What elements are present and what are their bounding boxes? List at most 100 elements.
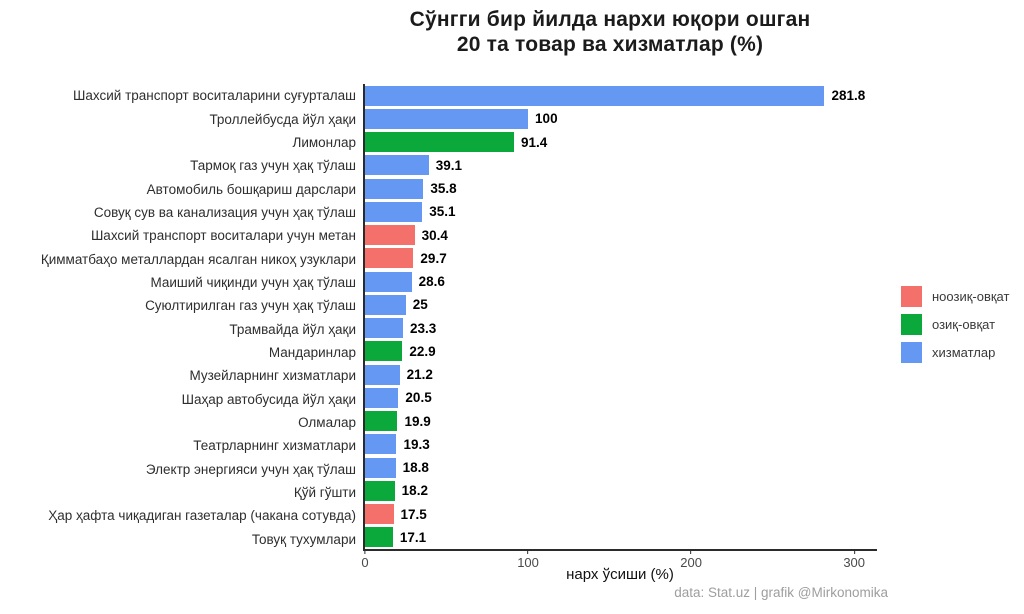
- bar-value-label: 35.1: [429, 204, 456, 220]
- x-tick-label: 300: [843, 555, 866, 570]
- bar: [365, 271, 412, 292]
- x-tick: 300: [843, 551, 865, 570]
- bar-row: 19.3: [365, 433, 877, 456]
- bar-row: 21.2: [365, 363, 877, 386]
- bar: [365, 527, 393, 548]
- bar: [365, 248, 414, 269]
- bar-row: 25: [365, 293, 877, 316]
- bar-row: 30.4: [365, 224, 877, 247]
- category-label: Ҳар ҳафта чиқадиган газеталар (чакана со…: [48, 508, 356, 524]
- bar-row: 35.8: [365, 177, 877, 200]
- x-axis-title: нарх ўсиши (%): [566, 566, 674, 583]
- category-label: Автомобиль бошқариш дарслари: [146, 181, 356, 197]
- bar: [365, 294, 406, 315]
- bar-value-label: 23.3: [409, 320, 437, 336]
- plot-area: 281.8 100 91.4 39.1 35.8 35.1 30.4 29.7 28.6 25 23…: [363, 84, 877, 551]
- legend: ноозиқ-овқат озиқ-овқат хизматлар: [901, 286, 1009, 363]
- y-axis-category-labels: Шахсий транспорт воситаларини суғурталаш…: [0, 84, 363, 551]
- bar: [365, 132, 515, 153]
- bar-value-label: 17.1: [399, 529, 427, 545]
- category-label: Олмалар: [298, 414, 356, 430]
- chart-title-line1: Сўнгги бир йилда нархи юқори ошган: [409, 8, 811, 31]
- bar: [365, 341, 403, 362]
- legend-item-xizmatlar: хизматлар: [901, 342, 1009, 363]
- bar-row: 18.8: [365, 456, 877, 479]
- bar-value-label: 29.7: [420, 250, 447, 266]
- bar: [365, 108, 529, 129]
- category-label: Шаҳар автобусида йўл ҳақи: [181, 391, 356, 407]
- bar-row: 17.5: [365, 503, 877, 526]
- category-label: Шахсий транспорт воситаларини суғурталаш: [73, 88, 356, 104]
- bar: [365, 155, 429, 176]
- category-label: Электр энергияси учун ҳақ тўлаш: [145, 461, 356, 477]
- category-label: Маиший чиқинди учун ҳақ тўлаш: [150, 274, 356, 290]
- bar: [365, 85, 825, 106]
- bar-row: 22.9: [365, 340, 877, 363]
- bar-value-label: 21.2: [406, 367, 433, 383]
- bar: [365, 225, 415, 246]
- bar-row: 100: [365, 107, 877, 130]
- x-tick-label: 200: [680, 555, 702, 570]
- bar-row: 29.7: [365, 247, 877, 270]
- bar-row: 18.2: [365, 479, 877, 502]
- bar: [365, 504, 394, 525]
- legend-swatch-xizmatlar: [901, 342, 922, 363]
- category-label: Троллейбусда йўл ҳақи: [209, 111, 356, 127]
- legend-label: озиқ-овқат: [932, 317, 996, 332]
- bar-value-label: 18.8: [402, 460, 429, 476]
- bar: [365, 387, 399, 408]
- bar-value-label: 20.5: [405, 390, 432, 406]
- bar-value-label: 100: [535, 111, 558, 127]
- bar-value-label: 281.8: [831, 88, 866, 104]
- bar-value-label: 17.5: [400, 506, 427, 522]
- bar-value-label: 35.8: [430, 181, 457, 197]
- category-label: Суюлтирилган газ учун ҳақ тўлаш: [145, 298, 356, 314]
- category-label: Қимматбаҳо металлардан ясалган никоҳ узу…: [40, 251, 356, 267]
- source-caption: data: Stat.uz | grafik @Mirkonomika: [674, 585, 888, 600]
- x-tick-mark: [690, 551, 692, 554]
- category-label: Қўй гўшти: [293, 485, 356, 501]
- bar: [365, 318, 403, 339]
- bar-value-label: 19.3: [403, 436, 430, 452]
- category-label: Музейларнинг хизматлари: [189, 368, 356, 384]
- bar-row: 28.6: [365, 270, 877, 293]
- bar-value-label: 25: [412, 297, 428, 313]
- bar: [365, 434, 397, 455]
- legend-item-oziq-ovqat: озиқ-овқат: [901, 314, 1009, 335]
- legend-swatch-nooziq-ovqat: [901, 286, 922, 307]
- category-label: Театрларнинг хизматлари: [193, 438, 356, 454]
- category-label: Лимонлар: [292, 134, 356, 150]
- bar-row: 20.5: [365, 386, 877, 409]
- x-tick-mark: [364, 551, 366, 554]
- bar-value-label: 91.4: [521, 134, 548, 150]
- legend-label: ноозиқ-овқат: [932, 289, 1010, 304]
- category-label: Трамвайда йўл ҳақи: [229, 321, 356, 337]
- x-tick-label: 0: [361, 555, 369, 570]
- bar-row: 91.4: [365, 131, 877, 154]
- chart-title: Сўнгги бир йилда нархи юқори ошган 20 та…: [198, 7, 1022, 57]
- bar-row: 39.1: [365, 154, 877, 177]
- category-label: Совуқ сув ва канализация учун ҳақ тўлаш: [93, 204, 356, 220]
- bar: [365, 457, 396, 478]
- legend-swatch-oziq-ovqat: [901, 314, 922, 335]
- x-tick: 0: [361, 551, 369, 570]
- bar: [365, 411, 398, 432]
- x-tick-label: 100: [517, 555, 539, 570]
- x-axis-ticks: 0 100 200 300: [361, 551, 877, 573]
- bar-row: 23.3: [365, 317, 877, 340]
- x-tick: 100: [517, 551, 539, 570]
- x-tick-mark: [527, 551, 529, 554]
- x-tick: 200: [680, 551, 702, 570]
- legend-item-nooziq-ovqat: ноозиқ-овқат: [901, 286, 1009, 307]
- bar-row: 35.1: [365, 200, 877, 223]
- bar: [365, 201, 423, 222]
- bar-value-label: 19.9: [404, 413, 431, 429]
- x-tick-mark: [853, 551, 855, 554]
- category-label: Товуқ тухумлари: [251, 531, 356, 547]
- bar-row: 281.8: [365, 84, 877, 107]
- bar-value-label: 39.1: [435, 157, 463, 173]
- bar-row: 19.9: [365, 410, 877, 433]
- category-label: Шахсий транспорт воситалари учун метан: [90, 228, 356, 244]
- legend-label: хизматлар: [932, 345, 996, 360]
- bar-value-label: 28.6: [418, 274, 445, 290]
